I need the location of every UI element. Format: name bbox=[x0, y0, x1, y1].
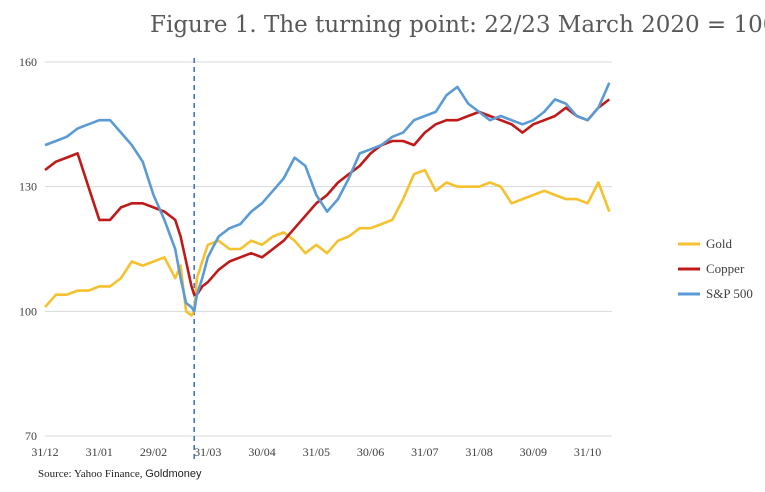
y-axis: 70 100 130 160 bbox=[19, 55, 37, 443]
x-tick-label: 31/08 bbox=[465, 445, 492, 459]
series-line-s-p-500 bbox=[44, 82, 611, 313]
legend: Gold Copper S&P 500 bbox=[678, 236, 753, 301]
x-tick-label: 31/12 bbox=[31, 445, 58, 459]
y-tick-label: 130 bbox=[19, 180, 37, 194]
x-axis: 31/12 31/01 29/02 31/03 30/04 31/05 30/06 31/07… bbox=[31, 445, 601, 459]
source-brand: Goldmoney bbox=[145, 468, 202, 480]
x-tick-label: 30/06 bbox=[357, 445, 384, 459]
source-note: Source: Yahoo Finance, Goldmoney bbox=[38, 468, 202, 480]
chart-title: Figure 1. The turning point: 22/23 March… bbox=[150, 12, 765, 38]
source-prefix: Source: Yahoo Finance, bbox=[38, 468, 146, 480]
x-tick-label: 31/03 bbox=[194, 445, 221, 459]
y-tick-label: 160 bbox=[19, 55, 37, 69]
x-tick-label: 31/10 bbox=[574, 445, 601, 459]
series-lines bbox=[44, 82, 611, 317]
legend-label-copper: Copper bbox=[706, 261, 745, 276]
legend-label-s-p-500: S&P 500 bbox=[706, 286, 753, 301]
legend-label-gold: Gold bbox=[706, 236, 733, 251]
x-tick-label: 29/02 bbox=[140, 445, 167, 459]
series-line-copper bbox=[44, 98, 611, 297]
x-tick-label: 31/05 bbox=[303, 445, 330, 459]
x-tick-label: 30/04 bbox=[248, 445, 275, 459]
x-tick-label: 31/07 bbox=[411, 445, 438, 459]
y-tick-label: 70 bbox=[25, 429, 37, 443]
x-tick-label: 30/09 bbox=[520, 445, 547, 459]
series-line-gold bbox=[44, 168, 611, 317]
y-tick-label: 100 bbox=[19, 304, 37, 318]
grid-lines bbox=[45, 61, 612, 437]
x-tick-label: 31/01 bbox=[86, 445, 113, 459]
